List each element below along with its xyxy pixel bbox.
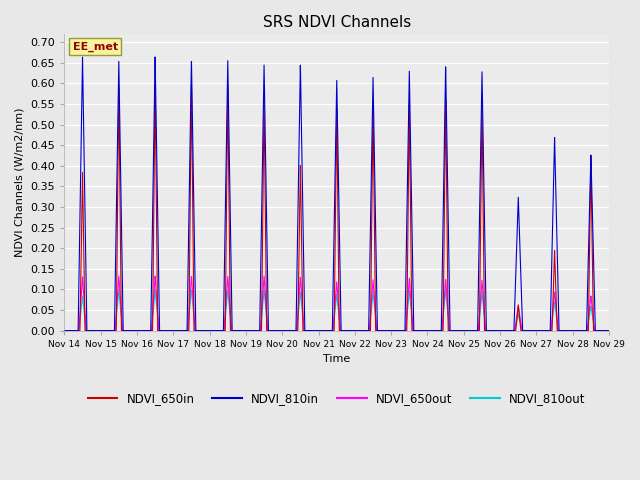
Line: NDVI_650in: NDVI_650in bbox=[65, 84, 609, 331]
NDVI_650in bbox=[159, 328, 167, 334]
Line: NDVI_810out: NDVI_810out bbox=[65, 289, 609, 331]
NDVI_810in bbox=[605, 328, 613, 334]
NDVI_810in bbox=[61, 328, 68, 334]
Y-axis label: NDVI Channels (W/m2/nm): NDVI Channels (W/m2/nm) bbox=[15, 108, 25, 257]
NDVI_810in bbox=[508, 328, 516, 334]
NDVI_650out bbox=[467, 328, 475, 334]
NDVI_810in bbox=[467, 328, 475, 334]
Line: NDVI_810in: NDVI_810in bbox=[65, 57, 609, 331]
NDVI_810in bbox=[387, 328, 395, 334]
Title: SRS NDVI Channels: SRS NDVI Channels bbox=[262, 15, 411, 30]
NDVI_810out bbox=[467, 328, 475, 334]
NDVI_810out bbox=[260, 287, 268, 292]
NDVI_650in bbox=[605, 328, 613, 334]
NDVI_650in bbox=[387, 328, 395, 334]
NDVI_650out bbox=[61, 328, 68, 334]
Text: EE_met: EE_met bbox=[72, 41, 118, 52]
X-axis label: Time: Time bbox=[323, 354, 350, 364]
NDVI_650out bbox=[159, 328, 167, 334]
NDVI_810out bbox=[387, 328, 395, 334]
NDVI_650in bbox=[508, 328, 516, 334]
NDVI_650out bbox=[508, 328, 516, 334]
NDVI_650in bbox=[467, 328, 475, 334]
NDVI_650in bbox=[415, 328, 422, 334]
NDVI_650out bbox=[605, 328, 613, 334]
NDVI_810out bbox=[508, 328, 516, 334]
NDVI_810in bbox=[159, 328, 167, 334]
NDVI_650out bbox=[415, 328, 422, 334]
NDVI_810in bbox=[269, 328, 276, 334]
Line: NDVI_650out: NDVI_650out bbox=[65, 276, 609, 331]
NDVI_810out bbox=[605, 328, 613, 334]
Legend: NDVI_650in, NDVI_810in, NDVI_650out, NDVI_810out: NDVI_650in, NDVI_810in, NDVI_650out, NDV… bbox=[83, 387, 590, 409]
NDVI_650out bbox=[260, 273, 268, 279]
NDVI_810out bbox=[159, 328, 167, 334]
NDVI_650out bbox=[269, 328, 276, 334]
NDVI_650out bbox=[387, 328, 395, 334]
NDVI_810out bbox=[269, 328, 276, 334]
NDVI_810out bbox=[415, 328, 422, 334]
NDVI_810in bbox=[415, 328, 422, 334]
NDVI_650in bbox=[269, 328, 276, 334]
NDVI_810out bbox=[61, 328, 68, 334]
NDVI_810in bbox=[151, 54, 159, 60]
NDVI_650in bbox=[61, 328, 68, 334]
NDVI_650in bbox=[151, 82, 159, 87]
